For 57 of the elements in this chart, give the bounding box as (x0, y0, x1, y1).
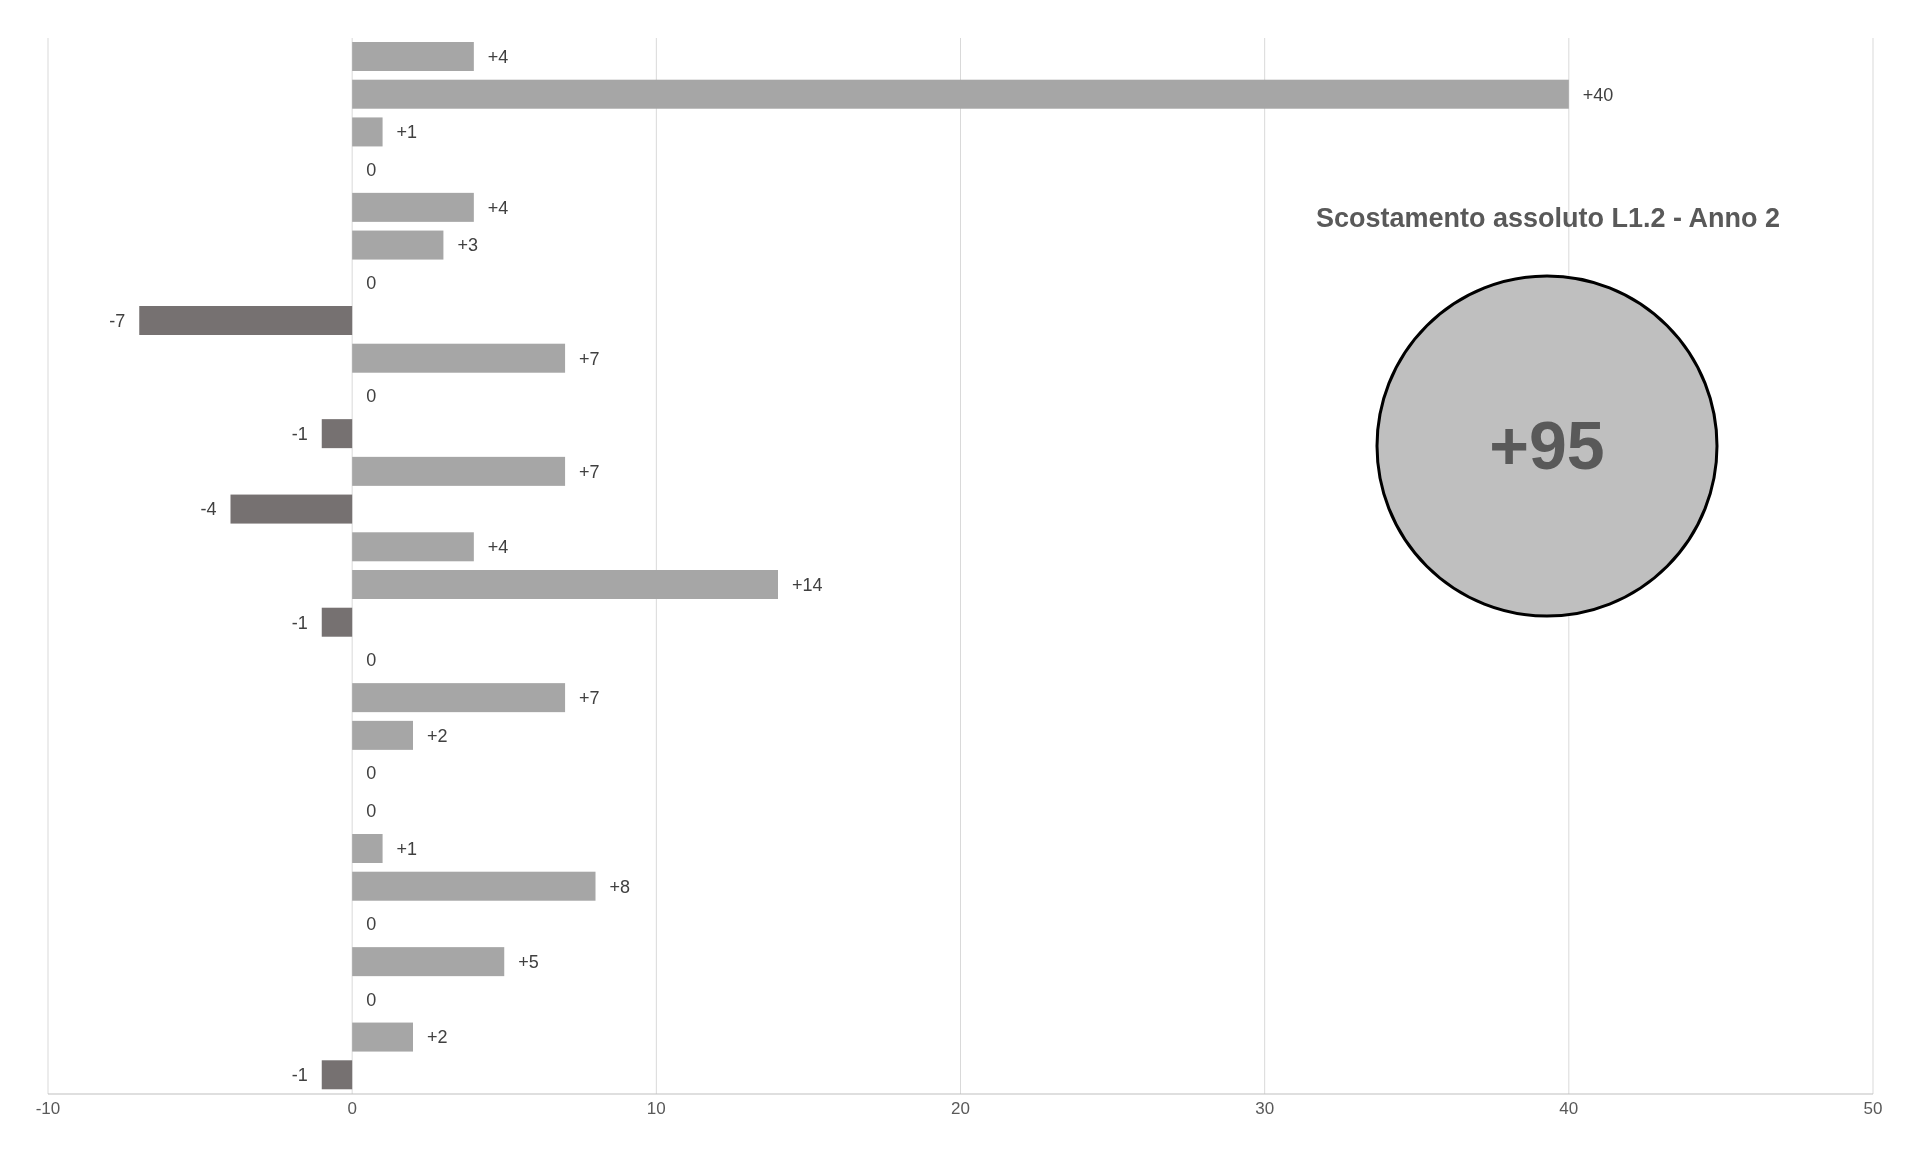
data-label: -7 (109, 310, 126, 331)
annotation: +95 (1488, 406, 1606, 484)
data-label: +4 (487, 537, 509, 558)
bar (352, 947, 505, 977)
data-label: -4 (200, 499, 217, 520)
data-label: +4 (487, 46, 509, 67)
data-label: +14 (792, 574, 823, 595)
data-label: 0 (366, 386, 377, 407)
bar (352, 1022, 413, 1052)
data-label: +1 (396, 122, 418, 143)
data-label: +7 (579, 348, 600, 369)
data-label: +2 (427, 725, 448, 746)
data-label: +1 (396, 838, 418, 859)
bar (352, 683, 566, 713)
data-label: 0 (366, 914, 377, 935)
data-label: +8 (609, 876, 631, 897)
bar (352, 79, 1569, 109)
data-label: 0 (366, 801, 377, 822)
bar (230, 494, 353, 524)
x-tick-label: 10 (646, 1099, 666, 1119)
x-tick-label: 20 (951, 1099, 970, 1119)
data-label: -1 (291, 1065, 308, 1086)
bar (352, 834, 383, 863)
x-tick-label: -10 (35, 1099, 61, 1119)
bar (352, 871, 596, 901)
bar (321, 419, 353, 449)
x-tick-label: 50 (1863, 1099, 1883, 1119)
bar (352, 230, 444, 260)
data-label: +7 (579, 687, 600, 708)
data-label: 0 (366, 989, 377, 1010)
bar (352, 532, 474, 562)
bar (321, 607, 353, 637)
data-label: -1 (291, 423, 308, 444)
data-label: 0 (366, 763, 377, 784)
bar (352, 42, 474, 71)
bar (352, 192, 474, 222)
x-tick-label: 0 (347, 1099, 357, 1119)
data-label: 0 (366, 273, 377, 294)
bar (321, 1060, 353, 1090)
data-label: -1 (291, 612, 308, 633)
text: Scostamento assoluto L1.2 - Anno 2 (1314, 203, 1782, 234)
bar (352, 343, 566, 373)
bar (352, 456, 566, 486)
bar (352, 117, 383, 147)
data-label: +3 (457, 235, 478, 256)
bar (139, 306, 353, 335)
data-label: +2 (427, 1027, 448, 1048)
data-label: +7 (579, 461, 600, 482)
data-label: 0 (366, 159, 377, 180)
bar (352, 570, 778, 599)
x-tick-label: 40 (1559, 1099, 1579, 1119)
data-label: +40 (1582, 84, 1614, 105)
x-tick-label: 30 (1255, 1099, 1275, 1119)
data-label: 0 (366, 650, 377, 671)
data-label: +5 (518, 951, 539, 972)
bar (352, 720, 413, 750)
data-label: +4 (487, 197, 509, 218)
